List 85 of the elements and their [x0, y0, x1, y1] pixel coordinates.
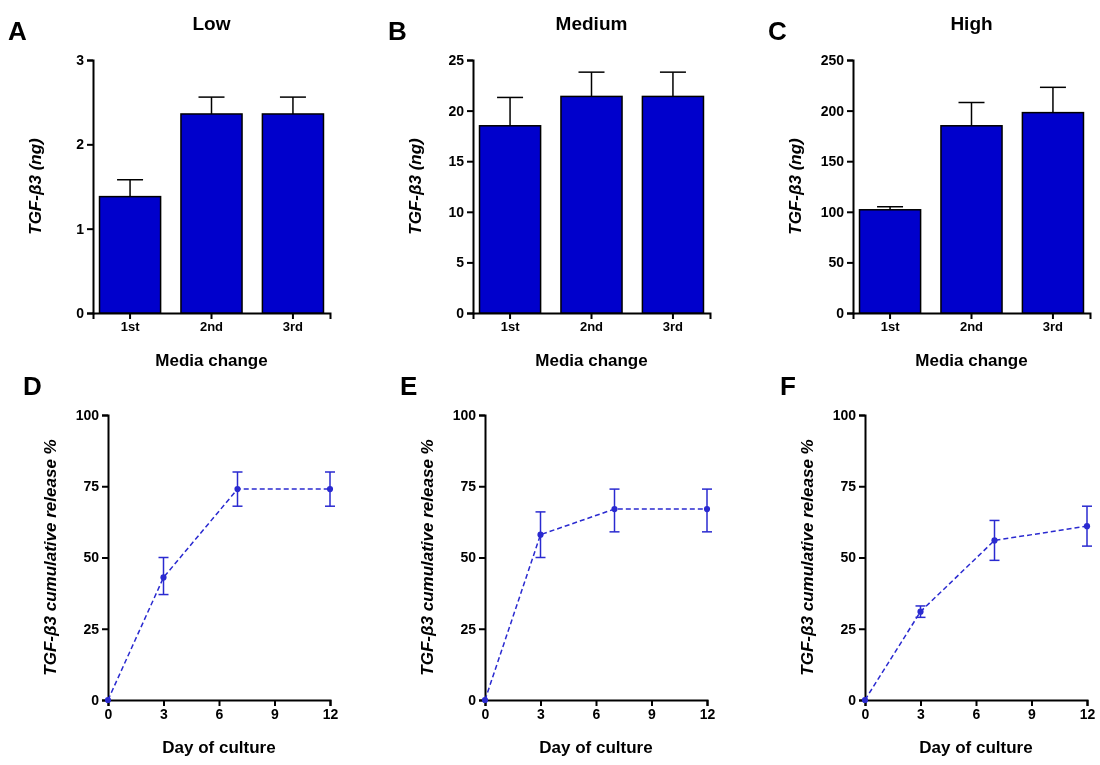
x-tick-label: 6	[215, 705, 224, 722]
y-tick-label: 0	[468, 691, 477, 708]
y-tick-label: 150	[820, 153, 845, 170]
y-tick-label: 75	[840, 478, 857, 495]
y-tick-label: 10	[448, 203, 465, 220]
x-axis-title: Media change	[155, 351, 268, 370]
y-tick-label: 20	[448, 102, 465, 119]
x-tick-label: 3rd	[662, 319, 684, 335]
y-tick-label: 25	[460, 620, 477, 637]
y-axis-title: TGF-β3 (ng)	[786, 137, 805, 235]
point	[160, 574, 167, 581]
x-axis-title: Day of culture	[919, 738, 1033, 757]
y-tick-label: 2	[76, 136, 85, 153]
y-tick-label: 50	[840, 549, 857, 566]
y-axis-title: TGF-β3 (ng)	[26, 137, 45, 235]
point	[917, 608, 924, 615]
y-axis-title: TGF-β3 cumulative release %	[798, 439, 817, 676]
x-tick-label: 3	[917, 705, 926, 722]
y-tick-label: 0	[456, 304, 465, 321]
x-tick-label: 0	[104, 705, 113, 722]
y-tick-label: 50	[83, 549, 100, 566]
x-tick-label: 2nd	[579, 319, 604, 335]
x-tick-label: 6	[592, 705, 601, 722]
chart-title: Low	[192, 13, 231, 34]
text: B	[388, 16, 407, 46]
point	[991, 537, 998, 544]
chart-title: High	[950, 13, 993, 34]
text: C	[768, 16, 787, 46]
y-tick-label: 5	[456, 254, 465, 271]
x-tick-label: 9	[648, 705, 657, 722]
text: E	[400, 371, 418, 401]
x-tick-label: 3	[537, 705, 546, 722]
y-tick-label: 3	[76, 51, 85, 68]
point	[703, 505, 711, 513]
x-tick-label: 12	[699, 705, 716, 722]
y-tick-label: 25	[840, 620, 857, 637]
y-axis-title: TGF-β3 (ng)	[406, 137, 425, 235]
x-tick-label: 2nd	[199, 319, 224, 335]
x-tick-label: 6	[972, 705, 981, 722]
y-tick-label: 200	[820, 102, 845, 119]
y-tick-label: 25	[83, 620, 100, 637]
x-tick-label: 9	[271, 705, 280, 722]
x-tick-label: 1st	[880, 319, 901, 335]
text: A	[8, 16, 27, 46]
y-tick-label: 100	[820, 203, 845, 220]
x-axis-title: Day of culture	[162, 738, 276, 757]
y-tick-label: 0	[91, 691, 100, 708]
y-tick-label: 50	[828, 254, 845, 271]
point	[537, 531, 544, 538]
text: D	[23, 371, 42, 401]
y-tick-label: 100	[452, 406, 477, 423]
point	[326, 486, 334, 493]
x-tick-label: 9	[1028, 705, 1037, 722]
x-tick-label: 3rd	[1042, 319, 1064, 335]
x-tick-label: 2nd	[959, 319, 984, 335]
y-tick-label: 25	[448, 51, 465, 68]
x-tick-label: 12	[1079, 705, 1096, 722]
x-tick-label: 3	[160, 705, 169, 722]
x-axis-title: Day of culture	[539, 738, 653, 757]
point	[611, 505, 618, 513]
y-tick-label: 0	[836, 304, 845, 321]
y-tick-label: 50	[460, 549, 477, 566]
y-tick-label: 15	[448, 153, 465, 170]
y-tick-label: 250	[820, 51, 845, 68]
y-tick-label: 0	[76, 304, 85, 321]
text: F	[780, 371, 796, 401]
point	[234, 486, 241, 493]
point	[1083, 523, 1091, 530]
y-tick-label: 100	[832, 406, 857, 423]
x-tick-label: 1st	[120, 319, 141, 335]
x-tick-label: 0	[861, 705, 870, 722]
chart-title: Medium	[555, 13, 628, 34]
y-tick-label: 75	[460, 478, 477, 495]
x-tick-label: 3rd	[282, 319, 304, 335]
y-axis-title: TGF-β3 cumulative release %	[41, 439, 60, 676]
y-tick-label: 75	[83, 478, 100, 495]
y-tick-label: 1	[76, 220, 85, 237]
x-tick-label: 12	[322, 705, 339, 722]
x-axis-title: Media change	[915, 351, 1028, 370]
y-axis-title: TGF-β3 cumulative release %	[418, 439, 437, 676]
x-axis-title: Media change	[535, 351, 648, 370]
y-tick-label: 0	[848, 691, 857, 708]
y-tick-label: 100	[75, 406, 100, 423]
x-tick-label: 1st	[500, 319, 521, 335]
x-tick-label: 0	[481, 705, 490, 722]
